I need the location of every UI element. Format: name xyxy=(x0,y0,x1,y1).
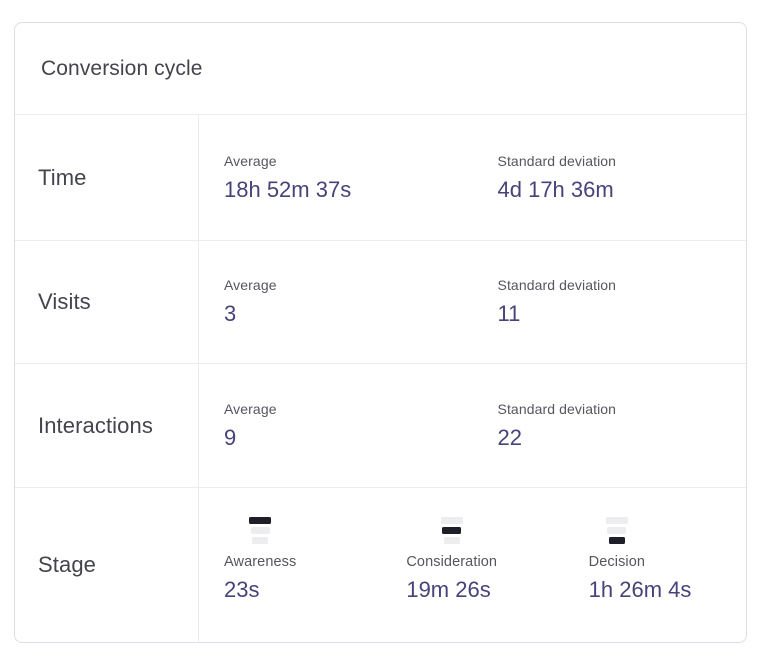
funnel-bar xyxy=(252,537,269,544)
stage-metrics-group: Awareness 23s Consideration 19m 26s xyxy=(199,488,746,642)
table-row-visits: Visits Average 3 Standard deviation 11 xyxy=(15,241,746,364)
row-label-cell: Visits xyxy=(15,241,199,363)
row-label-visits: Visits xyxy=(38,289,91,314)
stage-value: 1h 26m 4s xyxy=(588,577,692,602)
metric-label: Standard deviation xyxy=(497,277,617,293)
table-row-time: Time Average 18h 52m 37s Standard deviat… xyxy=(15,115,746,241)
metric-average: Average 3 xyxy=(199,241,473,363)
table-row-interactions: Interactions Average 9 Standard deviatio… xyxy=(15,364,746,488)
funnel-bar xyxy=(443,537,460,544)
metric-value: 9 xyxy=(224,424,237,450)
metric-value: 18h 52m 37s xyxy=(224,176,352,202)
stage-value: 23s xyxy=(224,577,260,602)
funnel-middle-active-icon xyxy=(440,517,463,544)
metrics-group: Average 18h 52m 37s Standard deviation 4… xyxy=(199,115,746,240)
metric-standard-deviation: Standard deviation 11 xyxy=(473,241,747,363)
metric-value: 11 xyxy=(497,301,521,326)
funnel-bar xyxy=(607,527,627,534)
stage-icon-label: Awareness xyxy=(224,517,296,570)
metric-average: Average 18h 52m 37s xyxy=(199,115,473,240)
stage-label: Consideration xyxy=(406,554,498,570)
conversion-cycle-card: Conversion cycle Time Average 18h 52m 37… xyxy=(14,22,747,643)
stage-decision: Decision 1h 26m 4s xyxy=(564,488,746,642)
funnel-bar xyxy=(442,527,462,534)
stage-label: Awareness xyxy=(224,554,297,570)
funnel-top-active-icon xyxy=(249,517,272,544)
metric-label: Average xyxy=(224,152,277,169)
metrics-group: Average 3 Standard deviation 11 xyxy=(199,241,746,363)
stage-awareness: Awareness 23s xyxy=(199,488,381,642)
metric-value: 4d 17h 36m xyxy=(497,176,614,202)
funnel-bar xyxy=(250,527,270,534)
stage-icon-label: Consideration xyxy=(406,517,497,570)
stage-icon-label: Decision xyxy=(589,517,645,570)
funnel-bar xyxy=(440,517,463,524)
row-label-cell: Time xyxy=(15,115,199,240)
funnel-bottom-active-icon xyxy=(605,517,628,544)
metric-standard-deviation: Standard deviation 22 xyxy=(473,364,747,487)
stage-consideration: Consideration 19m 26s xyxy=(381,488,563,642)
funnel-bar xyxy=(249,517,272,524)
metric-label: Standard deviation xyxy=(497,152,617,169)
metric-average: Average 9 xyxy=(199,364,473,487)
row-label-cell: Interactions xyxy=(15,364,199,487)
card-header: Conversion cycle xyxy=(15,23,746,115)
row-label-stage: Stage xyxy=(38,552,96,577)
funnel-bar xyxy=(605,517,628,524)
metric-label: Average xyxy=(224,400,277,417)
stage-value: 19m 26s xyxy=(406,577,491,602)
metrics-group: Average 9 Standard deviation 22 xyxy=(199,364,746,487)
metric-value: 22 xyxy=(497,424,522,450)
metric-label: Average xyxy=(224,277,277,293)
row-label-time: Time xyxy=(38,164,87,190)
row-label-cell: Stage xyxy=(15,488,199,642)
metric-label: Standard deviation xyxy=(497,400,617,417)
row-label-interactions: Interactions xyxy=(38,412,153,438)
metric-standard-deviation: Standard deviation 4d 17h 36m xyxy=(473,115,747,240)
metric-value: 3 xyxy=(224,301,237,326)
stage-label: Decision xyxy=(588,554,646,570)
card-title: Conversion cycle xyxy=(41,56,203,80)
table-row-stage: Stage Awareness 23s xyxy=(15,488,746,642)
funnel-bar xyxy=(608,537,625,544)
